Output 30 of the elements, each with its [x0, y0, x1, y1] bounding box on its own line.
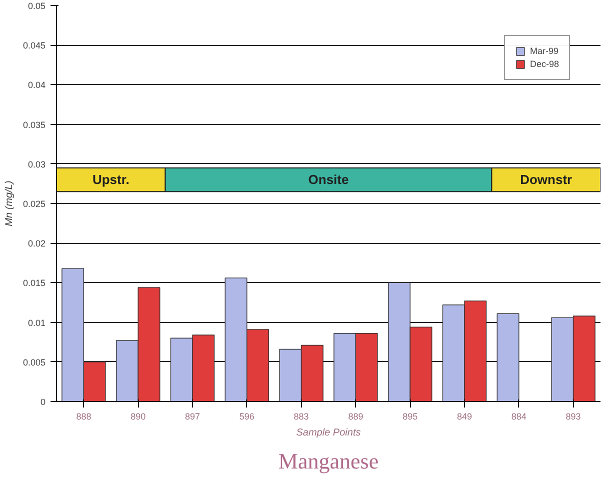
x-tick-label: 884	[511, 412, 526, 422]
x-tick-label: 889	[348, 412, 364, 422]
y-tick-label: 0.01	[28, 318, 46, 328]
y-tick-label: 0.045	[22, 40, 46, 51]
x-axis-title: Sample Points	[296, 428, 361, 438]
y-tick-label: 0.04	[28, 80, 46, 90]
y-tick-label: 0.03	[28, 159, 46, 170]
x-tick-label: 895	[402, 412, 418, 422]
band-label: Upstr.	[92, 172, 130, 188]
legend-label: Mar-99	[530, 46, 558, 56]
y-axis-title: Mn (mg/L)	[4, 180, 15, 226]
bar	[496, 313, 520, 402]
legend-label: Dec-98	[530, 59, 559, 69]
x-tick-label: 893	[566, 412, 581, 422]
y-tick-label: 0.015	[22, 278, 46, 288]
y-tick-label: 0.02	[28, 238, 46, 249]
y-tick-label: 0.05	[28, 1, 46, 11]
x-tick-label: 890	[130, 412, 146, 422]
y-tick-label: 0.005	[22, 357, 46, 368]
x-tick-label: 849	[456, 412, 472, 422]
band-label: Downstr	[520, 172, 572, 188]
text: Manganese	[278, 448, 379, 474]
y-tick-label: 0.035	[22, 120, 46, 130]
x-tick-label: 883	[294, 412, 309, 422]
y-tick-label: 0	[40, 397, 46, 407]
band-label: Onsite	[308, 172, 349, 188]
x-tick-label: 897	[184, 412, 200, 422]
x-tick-label: 596	[239, 412, 254, 422]
x-tick-label: 888	[76, 412, 92, 422]
y-tick-label: 0.025	[22, 199, 46, 209]
